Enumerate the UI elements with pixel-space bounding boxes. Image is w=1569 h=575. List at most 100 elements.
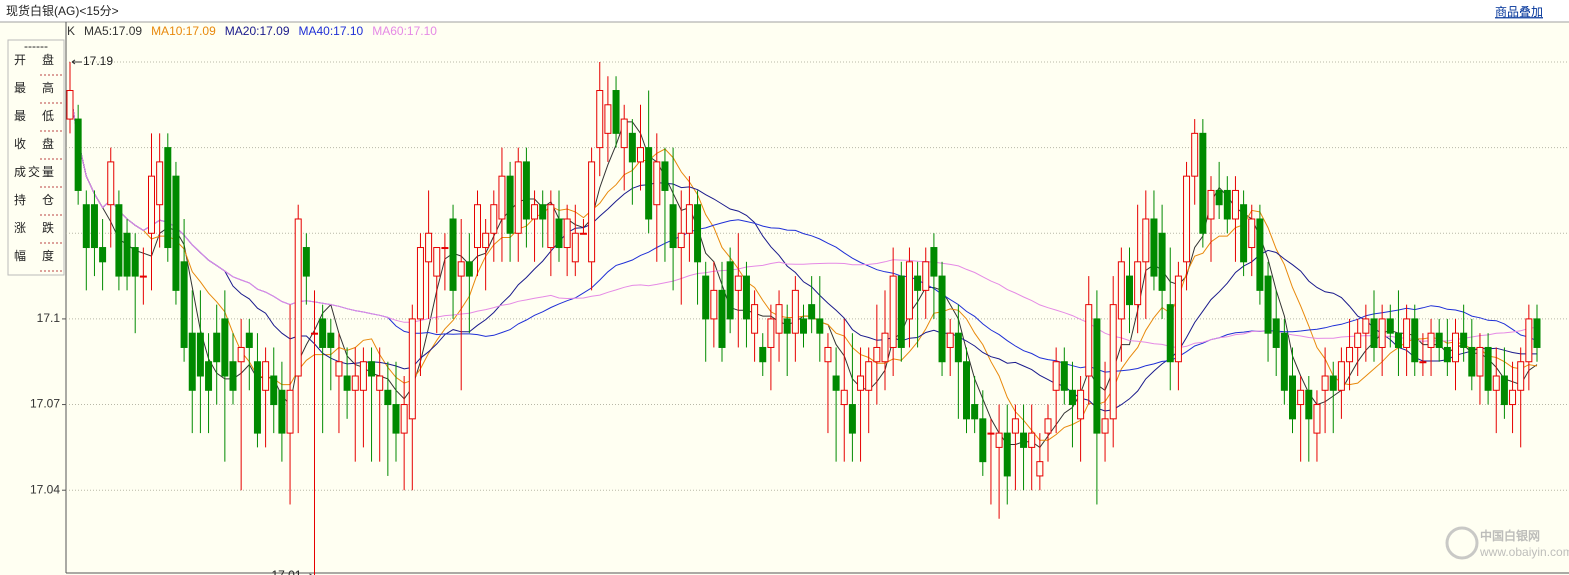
candle-body (1166, 304, 1174, 363)
candle-body (1386, 318, 1394, 334)
candle-body (66, 90, 74, 120)
candle-body (1362, 318, 1370, 334)
candle-body (1517, 361, 1525, 391)
candle-body (620, 118, 628, 149)
candle-body (1280, 332, 1288, 391)
candle-body (1509, 389, 1517, 406)
candle-body (490, 204, 498, 234)
candle-body (245, 332, 253, 348)
candle-body (408, 318, 416, 420)
candle-body (718, 289, 726, 348)
candle-body (514, 161, 522, 234)
candle-body (1093, 318, 1101, 434)
candle-body (1215, 189, 1223, 206)
candle-body (1256, 218, 1264, 291)
candle-body (938, 275, 946, 363)
candle-body (90, 204, 98, 249)
min-annotation: 17.01 (271, 568, 301, 575)
candle-body (1468, 346, 1476, 377)
candle-body (148, 175, 155, 234)
candle-body (82, 204, 90, 249)
candle-body (351, 375, 359, 391)
candle-body (1003, 432, 1011, 477)
candle-body (840, 389, 848, 406)
candle-body (1533, 318, 1541, 348)
candle-body (441, 247, 449, 250)
chart-title: 现货白银(AG)<15分> (6, 3, 119, 18)
ma-legend-item: MA40:17.10 (299, 24, 364, 38)
candle-body (1109, 304, 1117, 420)
candle-body (588, 161, 596, 263)
candle-body (946, 332, 954, 348)
candle-body (449, 218, 457, 291)
candle-body (922, 261, 930, 291)
candle-body (522, 161, 530, 220)
candle-body (221, 318, 229, 377)
candle-body (107, 161, 115, 206)
y-tick-label: 17.04 (30, 482, 60, 496)
candle-body (694, 204, 702, 263)
candle-body (400, 404, 408, 434)
candle-body (1158, 232, 1166, 291)
candle-body (1443, 346, 1451, 363)
candle-body (482, 232, 490, 249)
ma-legend-item: MA5:17.09 (84, 24, 142, 38)
candle-body (873, 346, 881, 363)
candle-body (1191, 132, 1199, 177)
candle-body (131, 247, 139, 277)
candle-body (335, 361, 343, 377)
candle-body (1044, 418, 1052, 434)
panel-label: 幅 度 (14, 248, 54, 263)
candle-body (474, 204, 481, 249)
candle-body (604, 104, 612, 134)
candle-body (579, 232, 587, 235)
panel-label: 持 仓 (14, 192, 54, 207)
watermark: 中国白银网 www.obaiyin.com (1445, 526, 1569, 560)
candle-body (1337, 361, 1345, 391)
candle-body (1150, 218, 1158, 277)
overlay-button[interactable]: 商品叠加 (1495, 4, 1543, 19)
candle-body (1427, 332, 1435, 348)
candle-body (1460, 332, 1468, 348)
candle-body (1126, 275, 1133, 306)
candle-body (857, 375, 865, 391)
candle-body (759, 346, 767, 363)
candle-body (343, 375, 351, 391)
candle-body (262, 361, 270, 391)
candle-body (229, 361, 237, 391)
candle-body (327, 332, 335, 348)
candle-body (808, 304, 816, 320)
candle-body (832, 375, 840, 391)
candle-body (1068, 389, 1076, 406)
candle-body (1452, 332, 1459, 363)
ma-legend-item: MA10:17.09 (151, 24, 216, 38)
annotation-arrow (71, 59, 82, 65)
candle-body (1476, 346, 1484, 377)
candle-body (278, 389, 286, 434)
candle-body (205, 361, 213, 391)
candle-body (726, 261, 734, 320)
candle-body (677, 232, 685, 249)
candle-body (1394, 332, 1402, 348)
candle-body (1435, 332, 1443, 348)
candle-body (311, 332, 318, 335)
candle-body (1028, 432, 1036, 448)
candle-body (1134, 261, 1142, 306)
candle-body (848, 404, 856, 434)
candle-body (99, 247, 107, 263)
candle-body (1297, 389, 1305, 406)
candle-body (188, 332, 196, 391)
candle-body (742, 275, 750, 320)
watermark-text: 中国白银网 (1480, 528, 1540, 543)
candle-body (1484, 346, 1492, 391)
candle-body (775, 304, 783, 334)
ma-legend: K MA5:17.09 MA10:17.09 MA20:17.09 MA40:17.10… (67, 24, 437, 38)
candle-body (416, 247, 424, 320)
candle-body (816, 318, 824, 334)
candle-body (1240, 204, 1248, 263)
panel-label: 涨 跌 (14, 220, 54, 235)
candle-body (751, 304, 759, 334)
candle-body (164, 147, 172, 249)
candle-body (180, 261, 188, 348)
